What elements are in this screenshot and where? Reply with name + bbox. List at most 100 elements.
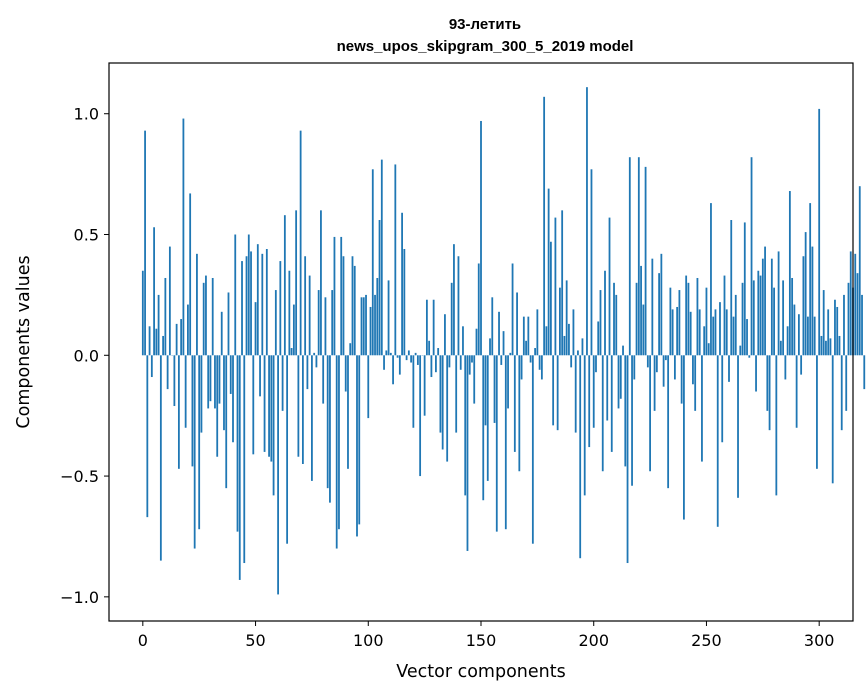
bar <box>453 244 455 356</box>
bar <box>256 244 259 356</box>
bar <box>311 355 313 481</box>
bar <box>626 355 629 564</box>
y-axis-label: Components values <box>14 255 34 428</box>
bar <box>234 234 237 356</box>
bar <box>818 108 821 356</box>
bar <box>403 249 406 356</box>
bar <box>577 350 579 356</box>
bar <box>229 355 232 394</box>
bar <box>849 251 852 356</box>
bar <box>516 292 518 356</box>
bar <box>450 282 453 356</box>
bar <box>498 311 500 356</box>
bar <box>730 220 733 356</box>
bar <box>428 340 431 356</box>
bar <box>813 316 816 356</box>
bar <box>583 355 586 496</box>
bar <box>807 316 809 356</box>
bar <box>376 277 379 356</box>
bar <box>610 355 613 452</box>
bar <box>378 220 381 356</box>
bar <box>734 294 737 356</box>
bar <box>725 309 728 356</box>
bar <box>326 355 329 489</box>
bar <box>863 355 866 390</box>
bar <box>795 355 798 428</box>
bar <box>164 277 167 356</box>
bar <box>455 355 458 433</box>
bar <box>333 236 336 356</box>
bar <box>254 302 257 356</box>
bar <box>579 355 582 559</box>
bar <box>238 355 241 580</box>
bar <box>782 280 785 356</box>
bar <box>180 319 183 356</box>
bar <box>243 355 246 564</box>
bar <box>710 203 712 356</box>
bar <box>227 292 230 356</box>
bar <box>599 290 602 356</box>
bar <box>441 355 444 450</box>
bar <box>423 355 426 416</box>
bar <box>166 355 169 390</box>
bar <box>148 326 151 356</box>
bar <box>563 335 566 356</box>
bar <box>184 355 187 428</box>
bar <box>547 188 550 356</box>
bar <box>540 355 543 380</box>
bar <box>716 355 719 527</box>
bar <box>349 343 352 356</box>
bar <box>529 355 532 363</box>
bar <box>703 326 706 356</box>
bar <box>486 355 489 481</box>
bar <box>570 355 573 368</box>
bar <box>768 355 771 431</box>
bar <box>157 294 160 356</box>
bar <box>374 294 376 356</box>
bar <box>694 355 697 411</box>
bar <box>200 355 203 433</box>
bar <box>728 355 730 382</box>
bar <box>270 355 273 462</box>
bar <box>504 355 507 530</box>
bar <box>331 290 334 356</box>
bar <box>631 355 633 486</box>
bar <box>448 355 451 368</box>
bar <box>464 355 467 496</box>
bar <box>522 316 525 356</box>
bar <box>770 258 773 356</box>
bar <box>737 355 739 498</box>
bar <box>658 273 661 356</box>
bar <box>480 120 482 356</box>
bar <box>304 256 307 356</box>
bar <box>313 352 316 356</box>
bar <box>211 277 214 356</box>
bar <box>446 355 449 462</box>
y-tick-label: 0.5 <box>74 226 99 245</box>
bar <box>820 335 823 356</box>
bar <box>608 217 611 356</box>
bar <box>193 355 196 549</box>
bar <box>606 355 609 421</box>
bar <box>619 355 622 399</box>
bar <box>554 217 557 356</box>
x-tick-label: 250 <box>691 631 722 650</box>
bar <box>705 287 708 356</box>
bar <box>615 294 618 356</box>
bar <box>707 343 710 356</box>
bar <box>651 258 654 356</box>
bar <box>439 355 442 433</box>
bar <box>462 326 464 356</box>
bar <box>371 169 374 356</box>
bar <box>797 314 800 356</box>
x-tick-label: 100 <box>353 631 384 650</box>
bar <box>484 355 487 426</box>
x-tick-label: 300 <box>804 631 835 650</box>
bar <box>534 348 537 356</box>
bar <box>162 335 165 356</box>
bar <box>389 352 392 356</box>
bar <box>265 249 268 356</box>
bar <box>297 355 300 457</box>
bar <box>196 253 198 356</box>
x-axis-ticks: 0 50 100 150 200 250 300 <box>138 621 835 650</box>
